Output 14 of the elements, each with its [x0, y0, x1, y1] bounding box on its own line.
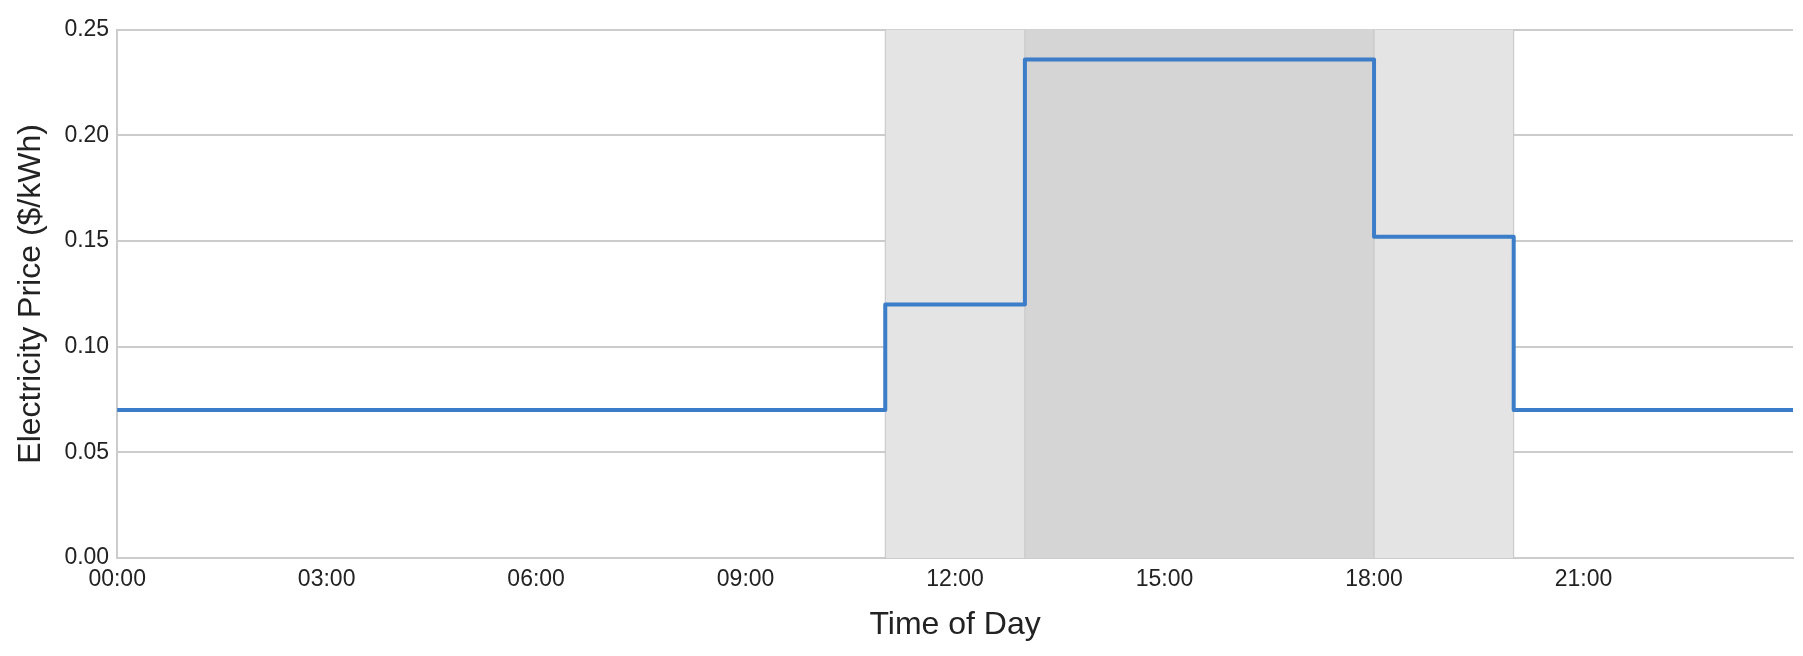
y-tick-label: 0.25	[64, 15, 110, 42]
x-tick-label: 03:00	[297, 565, 356, 592]
x-tick-label: 06:00	[507, 565, 565, 592]
y-tick-label: 0.05	[64, 437, 110, 464]
y-tick-label: 0.10	[64, 332, 110, 359]
x-tick-label: 09:00	[716, 565, 775, 592]
x-axis-title: Time of Day	[869, 604, 1041, 641]
x-tick-label: 12:00	[926, 565, 984, 592]
x-tick-label: 15:00	[1135, 565, 1194, 592]
y-axis-title: Electricity Price ($/kWh)	[11, 124, 48, 464]
x-tick-label: 18:00	[1345, 565, 1403, 592]
x-tick-label: 21:00	[1554, 565, 1613, 592]
y-tick-label: 0.20	[64, 120, 110, 147]
y-tick-label: 0.15	[64, 226, 110, 253]
